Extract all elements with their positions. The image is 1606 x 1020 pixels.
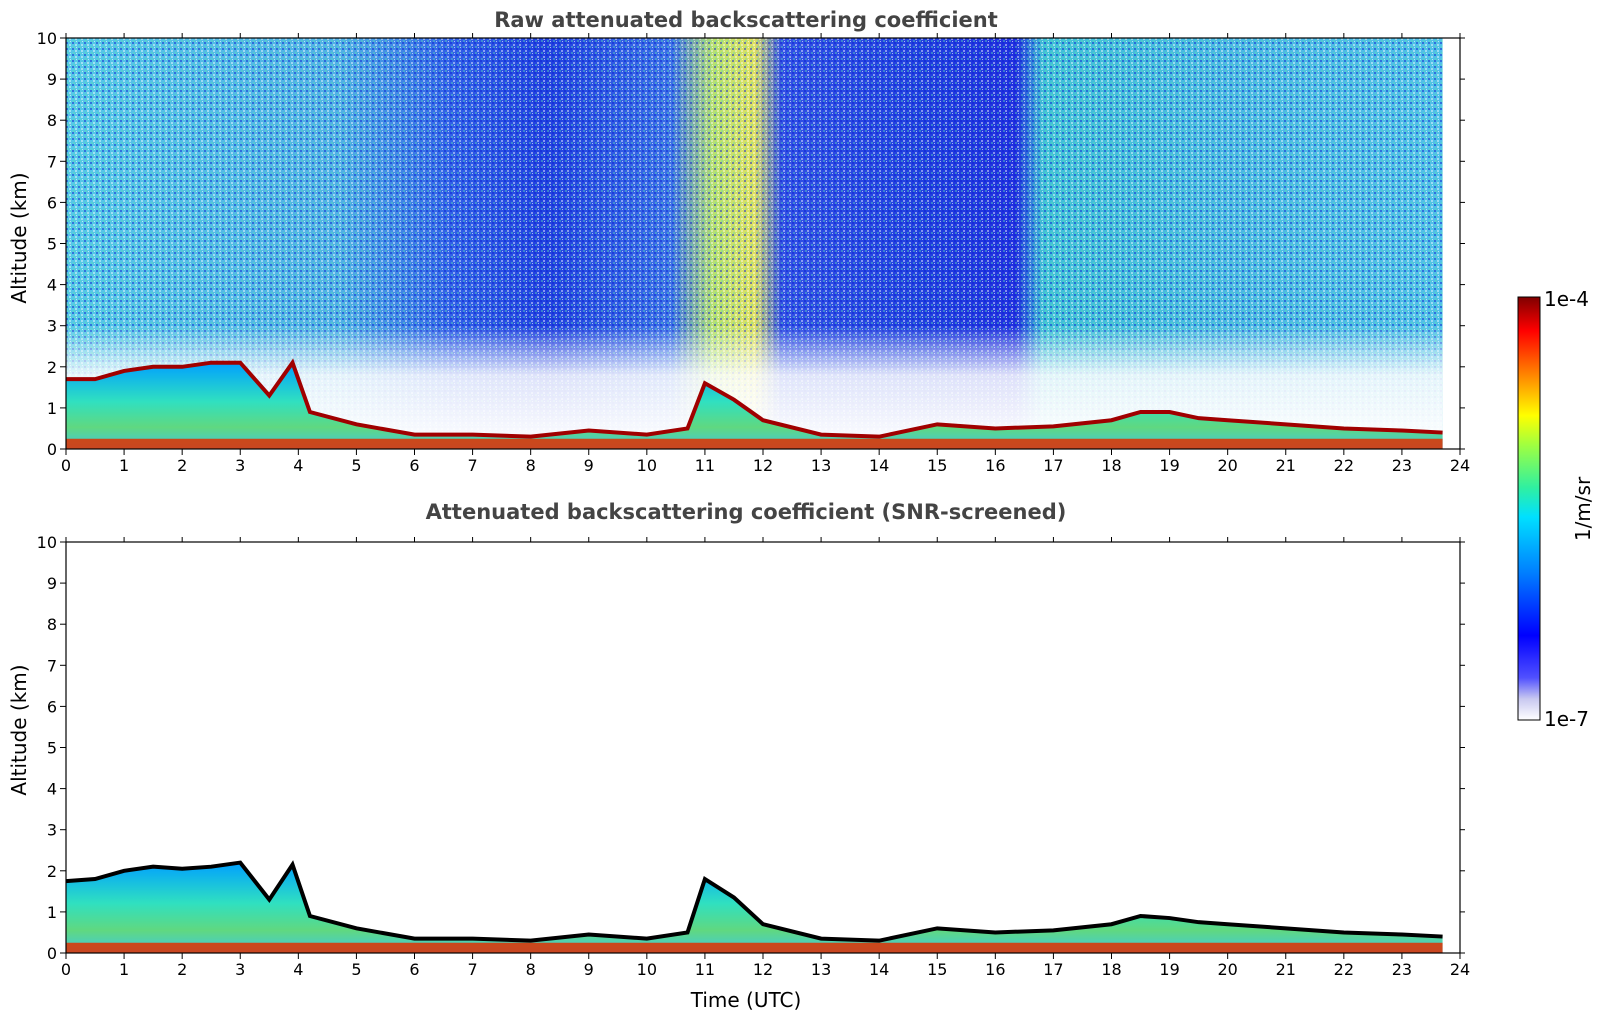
x-tick-label: 22 [1334,960,1354,979]
y-axis-label: Altitude (km) [7,172,31,303]
x-tick-label: 3 [235,456,245,475]
y-tick-label: 2 [47,862,57,881]
x-tick-label: 23 [1392,960,1412,979]
y-tick-label: 4 [47,780,57,799]
x-tick-label: 2 [177,456,187,475]
surface-band [66,438,1443,449]
y-tick-label: 9 [47,70,57,89]
y-tick-label: 10 [37,533,57,552]
x-tick-label: 4 [293,960,303,979]
y-tick-label: 3 [47,821,57,840]
x-tick-label: 15 [927,960,947,979]
panel-snr-screened-backscatter: Attenuated backscattering coefficient (S… [7,500,1470,1012]
x-tick-label: 7 [467,960,477,979]
x-tick-label: 2 [177,960,187,979]
axis-ticks: 0 1 2 3 4 5 6 7 8 9 10 11 12 13 14 15 16 17 18 19 20 21 22 23 24… [37,29,1471,475]
y-tick-label: 7 [47,656,57,675]
x-tick-label: 14 [869,456,889,475]
x-tick-label: 20 [1217,456,1237,475]
x-tick-label: 5 [351,456,361,475]
x-tick-label: 23 [1392,456,1412,475]
y-axis-label: Altitude (km) [7,664,31,795]
y-tick-label: 4 [47,276,57,295]
x-tick-label: 24 [1450,960,1470,979]
x-tick-label: 15 [927,456,947,475]
x-tick-label: 22 [1334,456,1354,475]
aerosol-layer-fill [66,362,1443,449]
x-tick-label: 13 [811,456,831,475]
x-tick-label: 21 [1276,960,1296,979]
x-tick-label: 8 [526,456,536,475]
y-tick-label: 1 [47,399,57,418]
x-tick-label: 19 [1159,960,1179,979]
x-tick-label: 1 [119,960,129,979]
x-tick-label: 18 [1101,960,1121,979]
colorbar-unit-label: 1/m/sr [1571,476,1595,541]
x-tick-label: 11 [695,960,715,979]
x-tick-label: 12 [753,960,773,979]
panel-raw-backscatter: Raw attenuated backscattering coefficien… [7,8,1470,475]
y-tick-label: 8 [47,615,57,634]
y-tick-label: 3 [47,317,57,336]
x-tick-label: 9 [584,456,594,475]
y-tick-label: 6 [47,697,57,716]
x-axis-label: Time (UTC) [690,988,802,1012]
heatmap-area [66,38,1443,449]
y-tick-label: 5 [47,739,57,758]
x-tick-label: 0 [61,456,71,475]
panel-title: Attenuated backscattering coefficient (S… [426,500,1067,524]
x-tick-label: 6 [409,456,419,475]
colorbar: 1e-4 1e-7 1/m/sr [1517,287,1595,731]
y-tick-label: 1 [47,903,57,922]
low-signal-gap [66,38,1443,449]
x-tick-label: 18 [1101,456,1121,475]
x-tick-label: 7 [467,456,477,475]
layer-top-line [65,860,1443,943]
y-tick-label: 0 [47,944,57,963]
colorbar-min-label: 1e-7 [1544,707,1589,731]
y-tick-label: 6 [47,193,57,212]
x-tick-label: 16 [985,456,1005,475]
y-tick-label: 5 [47,235,57,254]
panel-title: Raw attenuated backscattering coefficien… [494,8,998,32]
y-tick-label: 0 [47,440,57,459]
x-tick-label: 10 [637,960,657,979]
x-tick-label: 16 [985,960,1005,979]
surface-band [66,942,1443,953]
y-tick-label: 9 [47,574,57,593]
y-tick-label: 10 [37,29,57,48]
y-tick-label: 2 [47,358,57,377]
x-tick-label: 21 [1276,456,1296,475]
x-tick-label: 5 [351,960,361,979]
colorbar-gradient [1517,296,1541,721]
x-tick-label: 20 [1217,960,1237,979]
y-tick-label: 7 [47,152,57,171]
aerosol-layer-fill [66,862,1443,953]
x-tick-label: 8 [526,960,536,979]
x-tick-label: 0 [61,960,71,979]
x-tick-label: 19 [1159,456,1179,475]
layer-top-line [66,358,1443,439]
x-tick-label: 1 [119,456,129,475]
x-tick-label: 6 [409,960,419,979]
y-tick-label: 8 [47,111,57,130]
x-tick-label: 13 [811,960,831,979]
x-tick-label: 4 [293,456,303,475]
x-tick-label: 14 [869,960,889,979]
x-tick-label: 10 [637,456,657,475]
x-tick-label: 11 [695,456,715,475]
x-tick-label: 3 [235,960,245,979]
x-tick-label: 24 [1450,456,1470,475]
colorbar-max-label: 1e-4 [1544,287,1589,311]
x-tick-label: 17 [1043,456,1063,475]
x-tick-label: 12 [753,456,773,475]
axis-ticks: 0 1 2 3 4 5 6 7 8 9 10 11 12 13 14 15 16 17 18 19 20 21 22 23 24… [37,533,1471,979]
x-tick-label: 9 [584,960,594,979]
x-tick-label: 17 [1043,960,1063,979]
heatmap-area [65,860,1443,953]
